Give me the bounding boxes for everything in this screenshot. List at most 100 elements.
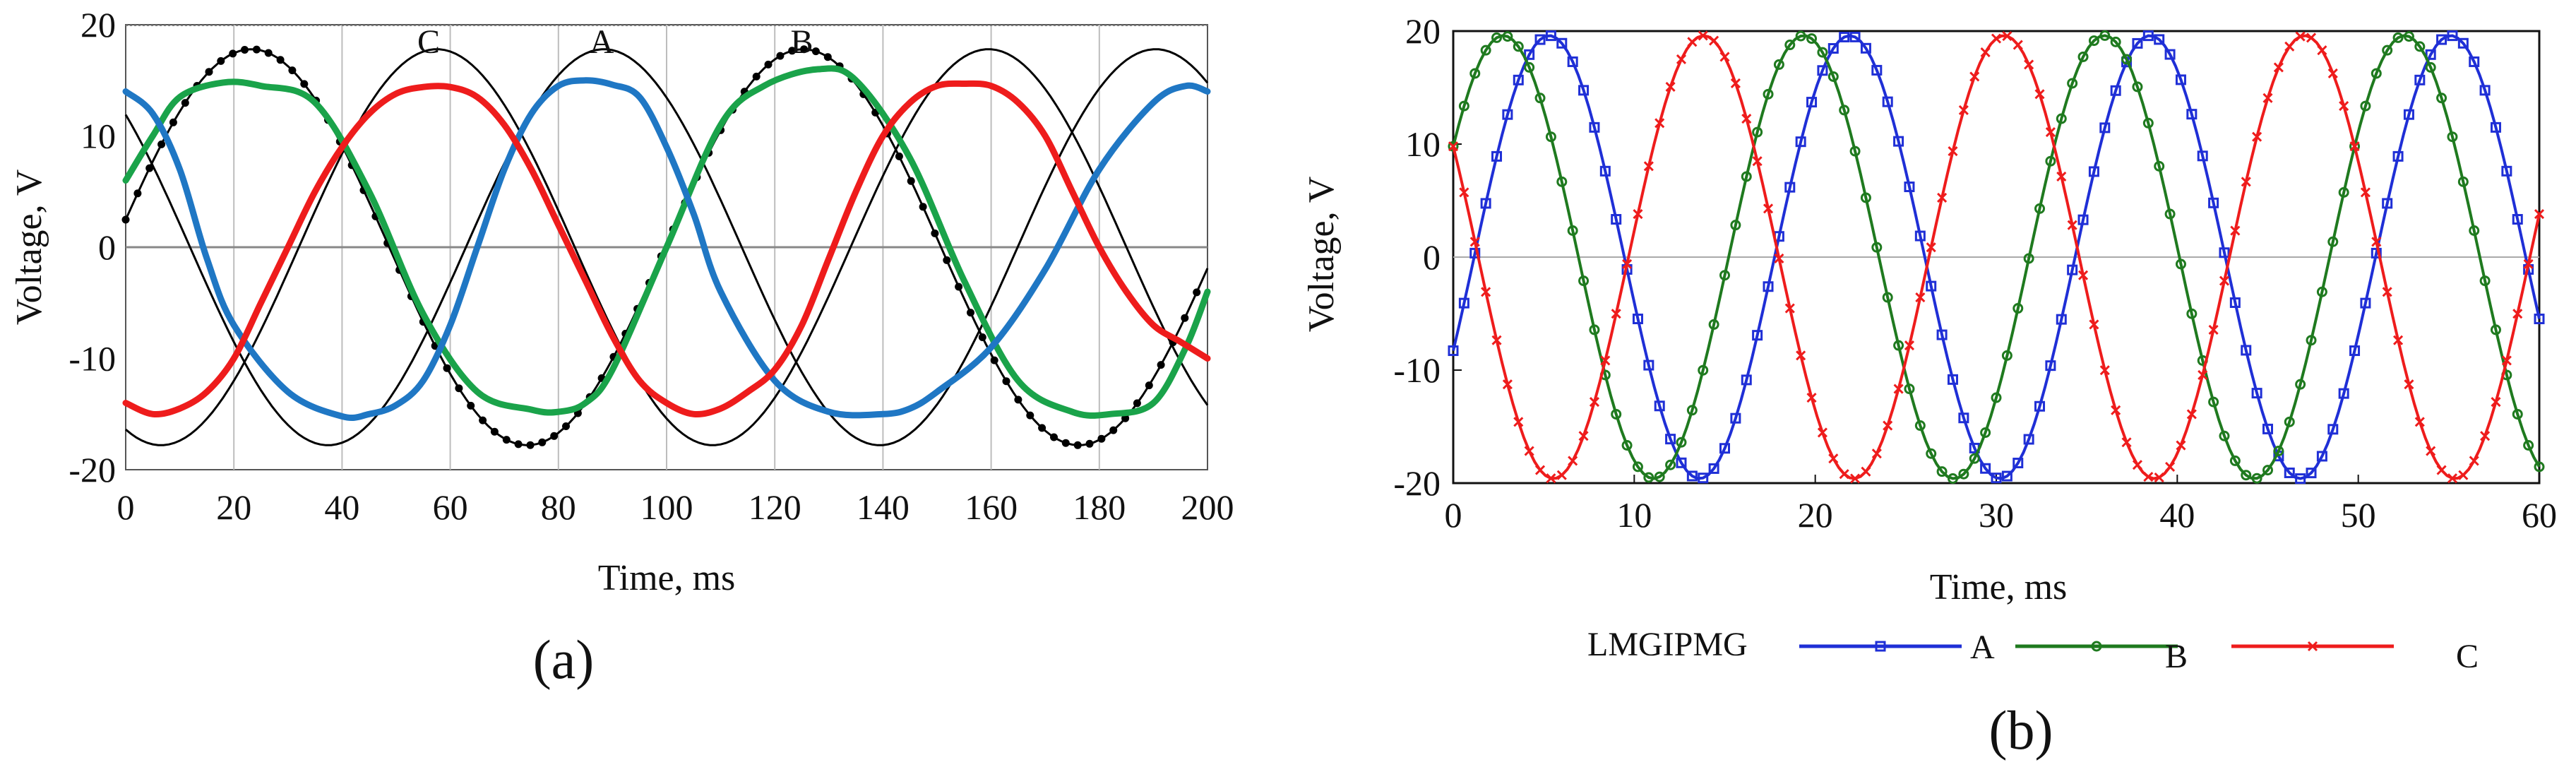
data-point (1502, 109, 1513, 120)
data-point (1687, 37, 1698, 47)
data-point (2067, 78, 2078, 89)
data-point (2198, 369, 2208, 381)
data-point (1621, 440, 1633, 451)
data-point (1458, 297, 1469, 309)
y-tick-label: -20 (68, 450, 116, 489)
data-point (1827, 71, 1839, 82)
data-point (1556, 470, 1567, 480)
data-point (2534, 461, 2545, 473)
data-point (1752, 126, 1763, 138)
data-point (1589, 397, 1600, 408)
data-point (1817, 427, 1827, 438)
data-point (2491, 397, 2501, 408)
reference-dot (443, 364, 451, 372)
data-point (2001, 470, 2012, 482)
data-point (2091, 641, 2102, 652)
chart-a-panel-label: (a) (533, 629, 595, 690)
reference-dot (169, 118, 177, 126)
series-A (1448, 30, 2545, 485)
data-point (1926, 448, 1937, 459)
data-point (1806, 392, 1817, 403)
data-point (2143, 472, 2154, 482)
data-point (1708, 319, 1719, 330)
x-tick-label: 20 (1798, 495, 1833, 535)
data-point (2208, 324, 2219, 335)
data-point (1545, 131, 1556, 143)
reference-dot (264, 49, 273, 57)
reference-dot (1133, 399, 1141, 408)
data-point (2295, 473, 2306, 485)
curve-label-b: B (790, 23, 813, 61)
data-point (2316, 451, 2327, 462)
data-point (1849, 31, 1861, 42)
reference-dot (455, 384, 463, 393)
reference-dot (919, 203, 927, 211)
x-tick-label: 60 (433, 487, 468, 527)
data-point (1480, 44, 1491, 56)
data-point (2099, 30, 2111, 41)
data-point (2534, 314, 2545, 325)
data-point (1567, 225, 1578, 237)
data-point (2067, 264, 2078, 275)
data-point (1784, 40, 1796, 51)
reference-dot (990, 356, 998, 364)
reference-dot (1145, 381, 1153, 390)
data-point (1741, 113, 1752, 124)
data-point (1491, 150, 1503, 162)
data-point (2382, 287, 2392, 297)
data-point (2490, 121, 2501, 133)
data-point (1458, 100, 1469, 112)
data-point (2425, 61, 2436, 73)
data-point (1513, 74, 1524, 85)
y-tick-label: 10 (80, 117, 116, 156)
data-point (2111, 405, 2121, 415)
data-point (1904, 182, 1915, 193)
data-point (2001, 350, 2012, 361)
data-point (2512, 309, 2523, 319)
data-point (2077, 214, 2089, 225)
data-point (2436, 34, 2447, 45)
data-point (1806, 33, 1818, 44)
data-point (1546, 473, 1556, 484)
data-point (1654, 400, 1665, 412)
data-point (1969, 453, 1980, 464)
data-point (1708, 463, 1719, 474)
data-point (2175, 74, 2186, 85)
data-point (1513, 417, 1524, 427)
reference-dot (133, 189, 142, 198)
data-point (1958, 468, 1969, 480)
reference-dot (217, 57, 225, 65)
x-tick-label: 40 (2159, 495, 2195, 535)
data-point (2088, 35, 2099, 47)
x-tick-label: 200 (1181, 487, 1234, 527)
data-point (2403, 109, 2414, 120)
reference-dot (550, 432, 559, 440)
data-point (1524, 49, 1535, 60)
y-tick-label: 0 (1423, 237, 1441, 277)
data-point (1469, 237, 1480, 247)
data-point (1632, 314, 1643, 325)
data-point (2219, 247, 2230, 259)
data-point (1589, 324, 1600, 335)
data-point (1730, 78, 1741, 88)
x-tick-label: 120 (749, 487, 801, 527)
data-point (1796, 350, 1806, 361)
x-tick-label: 10 (1616, 495, 1652, 535)
data-point (2251, 473, 2262, 484)
reference-dot (467, 401, 475, 410)
series-line (122, 65, 1211, 419)
data-point (2469, 456, 2479, 466)
data-point (1861, 466, 1871, 477)
data-point (2045, 127, 2056, 138)
reference-dot (1181, 314, 1189, 322)
data-point (2382, 198, 2393, 209)
reference-dot (1061, 439, 1070, 447)
data-point (1784, 303, 1795, 314)
data-point (1827, 43, 1839, 54)
data-point (1568, 456, 1578, 466)
data-point (2382, 44, 2393, 56)
data-point (2164, 49, 2176, 60)
data-point (2142, 117, 2154, 129)
data-point (1839, 469, 1849, 480)
data-point (2327, 68, 2338, 79)
